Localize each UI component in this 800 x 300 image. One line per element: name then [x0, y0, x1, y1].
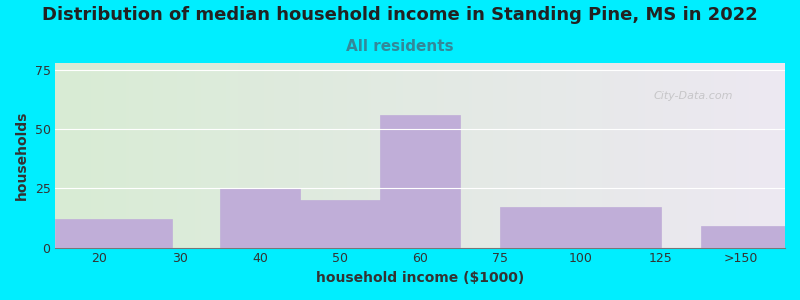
Bar — [500, 207, 661, 248]
Bar — [220, 188, 300, 248]
Text: City-Data.com: City-Data.com — [654, 91, 733, 101]
Text: All residents: All residents — [346, 39, 454, 54]
Bar — [55, 219, 172, 247]
X-axis label: household income ($1000): household income ($1000) — [316, 271, 524, 285]
Text: Distribution of median household income in Standing Pine, MS in 2022: Distribution of median household income … — [42, 6, 758, 24]
Bar — [380, 115, 460, 248]
Bar — [300, 200, 380, 247]
Bar — [701, 226, 785, 247]
Y-axis label: households: households — [15, 111, 29, 200]
